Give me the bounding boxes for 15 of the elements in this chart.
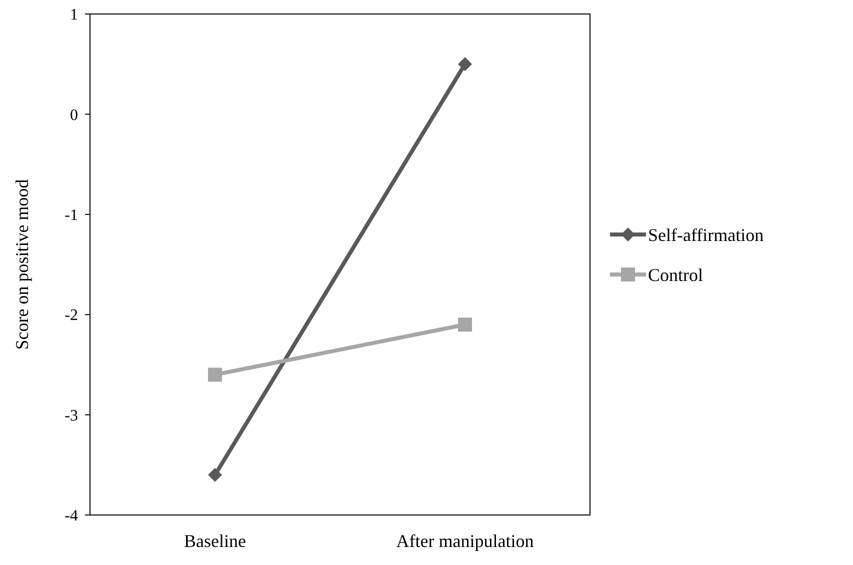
- y-tick-label: -4: [64, 508, 78, 525]
- y-tick-label: 0: [70, 106, 78, 124]
- y-tick-label: -3: [64, 407, 78, 424]
- y-tick-label: -2: [64, 307, 78, 324]
- point: [208, 468, 222, 482]
- point: [208, 368, 222, 382]
- x-tick-label: Baseline: [184, 531, 246, 551]
- y-axis-title: Score on positive mood: [12, 179, 32, 350]
- legend-label: Control: [648, 264, 704, 285]
- point: [458, 318, 472, 332]
- x-tick-label: After manipulation: [396, 531, 534, 551]
- point: [458, 57, 472, 72]
- legend-label: Self-affirmation: [648, 224, 764, 245]
- y-tick-label: -1: [64, 207, 78, 224]
- y-tick-label: 1: [70, 6, 78, 24]
